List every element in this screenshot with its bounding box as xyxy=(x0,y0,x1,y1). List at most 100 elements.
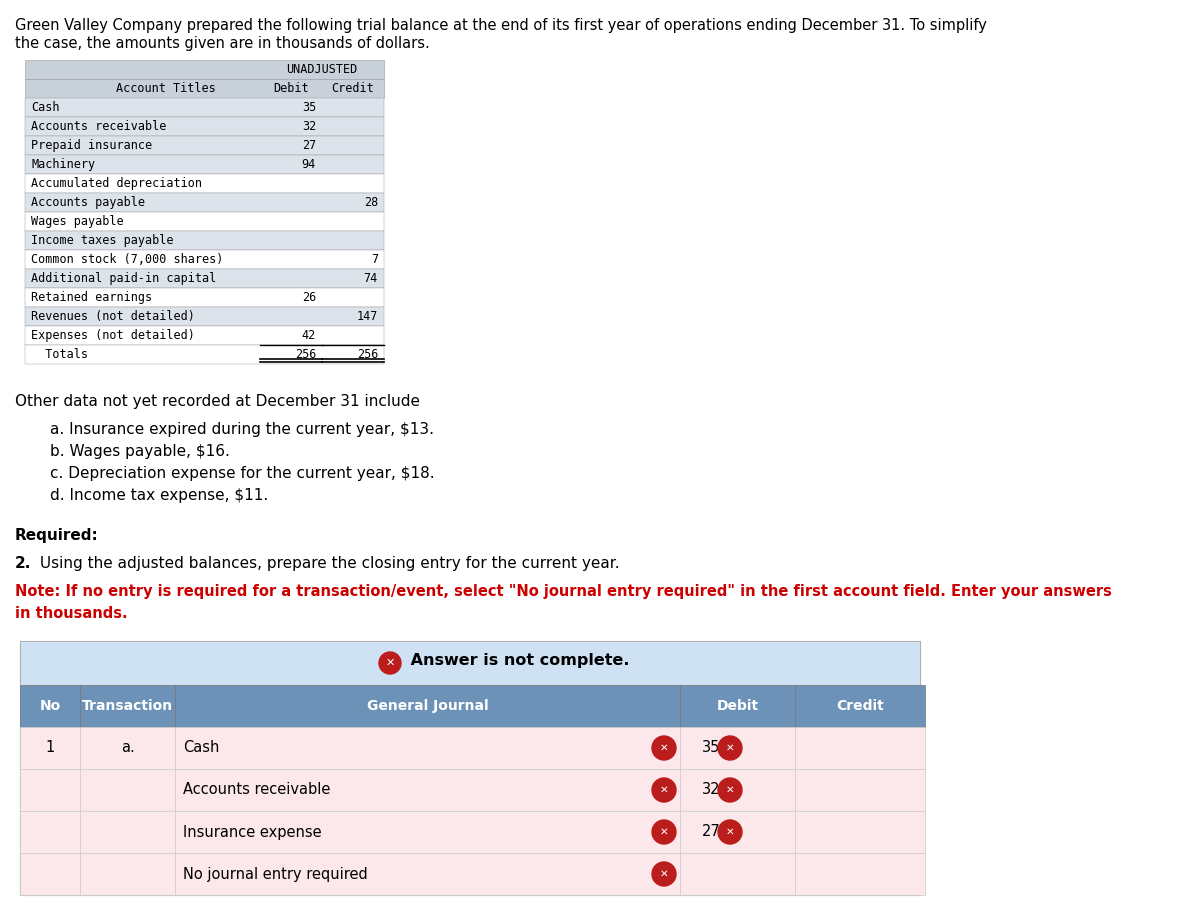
Bar xyxy=(796,853,925,895)
Bar xyxy=(20,685,80,727)
Bar xyxy=(25,136,384,155)
Text: Required:: Required: xyxy=(14,528,98,543)
Text: ✕: ✕ xyxy=(660,743,668,753)
Text: a. Insurance expired during the current year, $13.: a. Insurance expired during the current … xyxy=(50,422,434,437)
Bar xyxy=(796,769,925,811)
Bar xyxy=(25,269,384,288)
Text: ✕: ✕ xyxy=(385,658,395,668)
Text: 7: 7 xyxy=(371,253,378,266)
Bar xyxy=(80,727,175,769)
Text: Retained earnings: Retained earnings xyxy=(31,291,152,304)
Text: Prepaid insurance: Prepaid insurance xyxy=(31,139,152,152)
Text: Credit: Credit xyxy=(836,699,884,713)
Bar xyxy=(680,769,796,811)
Circle shape xyxy=(652,862,676,886)
Text: ✕: ✕ xyxy=(660,869,668,879)
Text: 35: 35 xyxy=(301,101,316,114)
Text: Income taxes payable: Income taxes payable xyxy=(31,234,174,247)
Bar xyxy=(796,685,925,727)
Bar xyxy=(25,307,384,326)
Bar xyxy=(25,98,384,117)
Text: UNADJUSTED: UNADJUSTED xyxy=(287,63,358,76)
Bar xyxy=(175,853,680,895)
Text: 28: 28 xyxy=(364,196,378,209)
Text: 94: 94 xyxy=(301,158,316,171)
Text: Transaction: Transaction xyxy=(82,699,173,713)
Circle shape xyxy=(718,778,742,802)
Text: Revenues (not detailed): Revenues (not detailed) xyxy=(31,310,194,323)
Circle shape xyxy=(718,736,742,760)
Bar xyxy=(20,641,920,895)
Circle shape xyxy=(718,820,742,844)
Circle shape xyxy=(652,778,676,802)
Text: 147: 147 xyxy=(356,310,378,323)
Bar xyxy=(680,853,796,895)
Text: Note: If no entry is required for a transaction/event, select "No journal entry : Note: If no entry is required for a tran… xyxy=(14,584,1112,599)
Text: ✕: ✕ xyxy=(726,785,734,795)
Text: Additional paid-in capital: Additional paid-in capital xyxy=(31,272,216,285)
Text: General Journal: General Journal xyxy=(367,699,488,713)
Bar xyxy=(25,60,384,79)
Text: Green Valley Company prepared the following trial balance at the end of its firs: Green Valley Company prepared the follow… xyxy=(14,18,986,33)
Text: Using the adjusted balances, prepare the closing entry for the current year.: Using the adjusted balances, prepare the… xyxy=(35,556,619,571)
Circle shape xyxy=(379,652,401,674)
Bar xyxy=(25,231,384,250)
Text: 32: 32 xyxy=(702,783,720,797)
Bar xyxy=(25,212,384,231)
Text: No: No xyxy=(40,699,61,713)
Bar xyxy=(80,853,175,895)
Bar xyxy=(80,769,175,811)
Text: 32: 32 xyxy=(301,120,316,133)
Text: ✕: ✕ xyxy=(726,743,734,753)
Bar xyxy=(680,727,796,769)
Bar xyxy=(25,288,384,307)
Bar xyxy=(680,685,796,727)
Circle shape xyxy=(652,736,676,760)
Bar xyxy=(796,811,925,853)
Bar xyxy=(20,727,80,769)
Text: Debit: Debit xyxy=(274,82,308,95)
Text: 27: 27 xyxy=(301,139,316,152)
Text: ✕: ✕ xyxy=(660,827,668,837)
Text: 256: 256 xyxy=(295,348,316,361)
Text: 256: 256 xyxy=(356,348,378,361)
Bar xyxy=(20,811,80,853)
Text: a.: a. xyxy=(121,740,134,756)
Text: in thousands.: in thousands. xyxy=(14,606,127,621)
Text: c. Depreciation expense for the current year, $18.: c. Depreciation expense for the current … xyxy=(50,466,434,481)
Text: Common stock (7,000 shares): Common stock (7,000 shares) xyxy=(31,253,223,266)
Bar xyxy=(25,345,384,364)
Text: Insurance expense: Insurance expense xyxy=(182,824,322,840)
Bar xyxy=(80,811,175,853)
Text: Accumulated depreciation: Accumulated depreciation xyxy=(31,177,202,190)
Bar xyxy=(25,193,384,212)
Text: 42: 42 xyxy=(301,329,316,342)
Text: No journal entry required: No journal entry required xyxy=(182,866,367,882)
Text: 35: 35 xyxy=(702,740,720,756)
Text: 26: 26 xyxy=(301,291,316,304)
Text: Accounts receivable: Accounts receivable xyxy=(182,783,330,797)
Bar xyxy=(25,79,384,98)
Text: b. Wages payable, $16.: b. Wages payable, $16. xyxy=(50,444,230,459)
Text: d. Income tax expense, $11.: d. Income tax expense, $11. xyxy=(50,488,269,503)
Bar xyxy=(20,769,80,811)
Text: 2.: 2. xyxy=(14,556,31,571)
Text: Credit: Credit xyxy=(331,82,374,95)
Text: Cash: Cash xyxy=(182,740,220,756)
Bar xyxy=(25,155,384,174)
Bar xyxy=(175,685,680,727)
Text: ✕: ✕ xyxy=(726,827,734,837)
Text: 74: 74 xyxy=(364,272,378,285)
Text: Totals: Totals xyxy=(31,348,88,361)
Bar xyxy=(175,727,680,769)
Text: Machinery: Machinery xyxy=(31,158,95,171)
Text: Accounts payable: Accounts payable xyxy=(31,196,145,209)
Text: ✕: ✕ xyxy=(660,785,668,795)
Bar xyxy=(796,727,925,769)
Bar xyxy=(175,811,680,853)
Bar xyxy=(25,117,384,136)
Bar xyxy=(25,174,384,193)
Bar xyxy=(175,769,680,811)
Text: Cash: Cash xyxy=(31,101,60,114)
Text: Accounts receivable: Accounts receivable xyxy=(31,120,167,133)
